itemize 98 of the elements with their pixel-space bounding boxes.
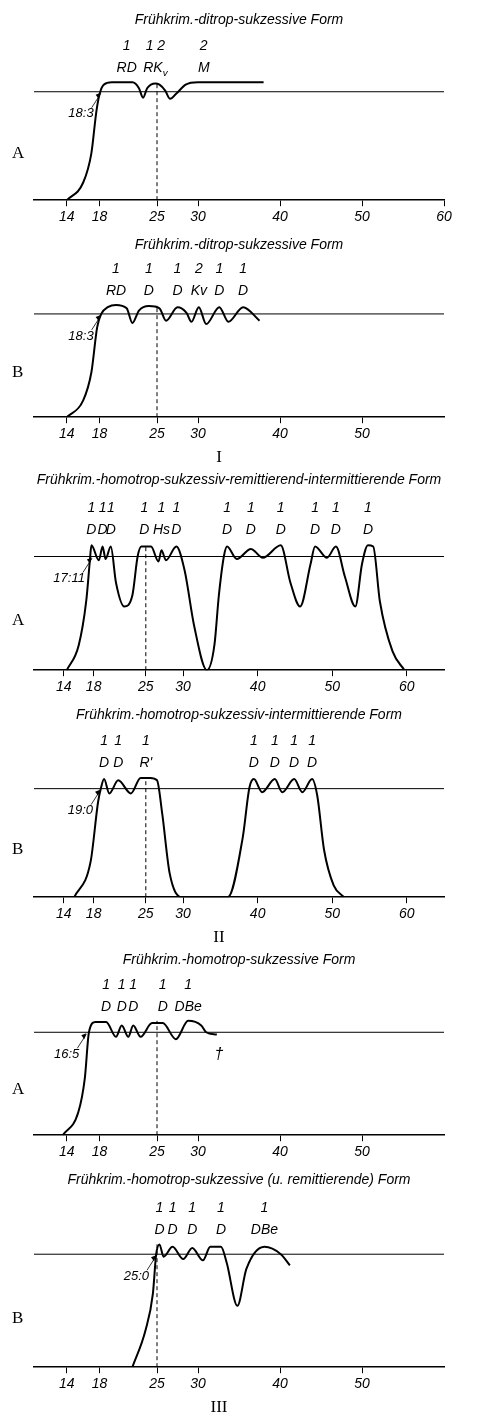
x-tick-label: 25 xyxy=(137,678,154,695)
text: B xyxy=(12,361,24,381)
annotation: 18:3 xyxy=(68,327,95,343)
x-tick-label: 30 xyxy=(190,208,206,225)
text: II xyxy=(213,927,225,947)
x-tick-label: 30 xyxy=(190,1375,206,1392)
x-tick-label: 18 xyxy=(85,905,102,922)
annotation: 1 D xyxy=(330,499,341,538)
x-tick-label: 50 xyxy=(354,425,370,442)
annotation: 1 D xyxy=(143,260,154,299)
x-tick-label: 40 xyxy=(272,1375,288,1392)
annotation: 1 D xyxy=(167,1198,178,1237)
x-tick-label: 50 xyxy=(324,678,341,695)
x-tick-label: 60 xyxy=(436,208,452,225)
x-tick-label: 40 xyxy=(272,208,288,225)
x-tick-label: 14 xyxy=(59,208,75,225)
annotation: 1 DBe xyxy=(250,1198,279,1237)
x-tick-label: 18 xyxy=(91,1143,108,1160)
x-tick-label: 30 xyxy=(175,678,192,695)
annotation: 1 D xyxy=(139,499,150,538)
x-tick-label: 14 xyxy=(59,1375,75,1392)
annotation: 1 D xyxy=(215,1198,227,1237)
text: B xyxy=(12,1307,24,1327)
text: I xyxy=(216,447,223,467)
annotation: 1 D xyxy=(99,732,110,771)
chart-title: Frühkrim.-homotrop-sukzessive Form xyxy=(122,951,356,968)
chart-title: Frühkrim.-ditrop-sukzessive Form xyxy=(134,236,344,253)
annotation: 1 D xyxy=(307,732,318,771)
annotation: 1 D xyxy=(157,976,168,1014)
x-tick-label: 30 xyxy=(175,905,192,922)
x-tick-label: 14 xyxy=(56,905,72,922)
x-tick-label: 14 xyxy=(56,678,72,695)
annotation: 25:0 xyxy=(122,1267,150,1283)
x-tick-label: 14 xyxy=(59,425,75,442)
x-tick-label: 60 xyxy=(398,905,415,922)
annotation: 1 D xyxy=(154,1198,165,1237)
annotation: 1 D xyxy=(116,976,127,1014)
annotation: 1 D xyxy=(289,732,300,771)
annotation: 1 D xyxy=(269,732,280,771)
annotation: 1 D xyxy=(248,732,259,771)
text: A xyxy=(12,609,25,629)
annotation: 1 D xyxy=(214,260,225,299)
x-tick-label: 40 xyxy=(272,425,288,442)
text: A xyxy=(12,1078,25,1098)
annotation: 1 D xyxy=(101,976,112,1014)
annotation: 1 D xyxy=(222,499,233,538)
annotation: 16:5 xyxy=(54,1045,81,1061)
x-tick-label: 50 xyxy=(354,208,370,225)
x-tick-label: 25 xyxy=(148,208,165,225)
annotation: 1 D xyxy=(275,499,286,538)
annotation: 1 RD xyxy=(116,37,137,76)
x-tick-label: 30 xyxy=(190,425,206,442)
annotation: † xyxy=(214,1045,224,1063)
x-tick-label: 18 xyxy=(85,678,102,695)
annotation: 1 R' xyxy=(139,732,154,771)
x-tick-label: 50 xyxy=(354,1375,370,1392)
x-tick-label: 40 xyxy=(272,1143,288,1160)
annotation: 1 D xyxy=(113,732,124,771)
x-tick-label: 25 xyxy=(148,1375,165,1392)
annotation: 1 D xyxy=(105,499,116,538)
annotation: 1 Hs xyxy=(152,499,171,538)
annotation: 1 D xyxy=(86,499,97,538)
chart-title: Frühkrim.-homotrop-sukzessiv-intermittierende Form xyxy=(76,706,403,723)
text: A xyxy=(12,142,25,162)
annotation: 1 D xyxy=(187,1198,198,1237)
x-tick-label: 50 xyxy=(324,905,341,922)
annotation: 17:11 xyxy=(53,570,85,586)
annotation: 2 Kv xyxy=(190,260,208,299)
x-tick-label: 25 xyxy=(148,1143,165,1160)
annotation: 1 D xyxy=(245,499,256,538)
text: III xyxy=(210,1397,228,1417)
annotation: 1 D xyxy=(128,976,139,1014)
annotation: 18:3 xyxy=(68,105,95,121)
annotation: 1 D xyxy=(362,499,374,538)
chart-title: Frühkrim.-homotrop-sukzessiv-remittierend-intermittierende Form xyxy=(36,471,442,488)
annotation: 1 D xyxy=(171,499,182,538)
x-tick-label: 25 xyxy=(137,905,154,922)
annotation: 1 RD xyxy=(105,260,127,299)
x-tick-label: 18 xyxy=(91,425,108,442)
chart-title: Frühkrim.-homotrop-sukzessive (u. remittierende) Form xyxy=(67,1171,411,1188)
chart-title: Frühkrim.-ditrop-sukzessive Form xyxy=(134,11,344,28)
x-tick-label: 25 xyxy=(148,425,165,442)
annotation: 2 M xyxy=(197,37,210,76)
x-tick-label: 50 xyxy=(354,1143,370,1160)
annotation: 19:0 xyxy=(67,802,94,818)
x-tick-label: 18 xyxy=(91,208,108,225)
x-tick-label: 40 xyxy=(249,905,266,922)
x-tick-label: 40 xyxy=(249,678,266,695)
x-tick-label: 18 xyxy=(91,1375,108,1392)
text: B xyxy=(12,838,24,858)
x-tick-label: 14 xyxy=(59,1143,75,1160)
annotation: 1 D xyxy=(97,499,108,538)
annotation: 1 D xyxy=(172,260,183,299)
x-tick-label: 30 xyxy=(190,1143,206,1160)
annotation: 1 D xyxy=(309,499,321,538)
annotation: 1 D xyxy=(238,260,249,299)
x-tick-label: 60 xyxy=(398,678,415,695)
annotation: 1 DBe xyxy=(174,976,202,1014)
